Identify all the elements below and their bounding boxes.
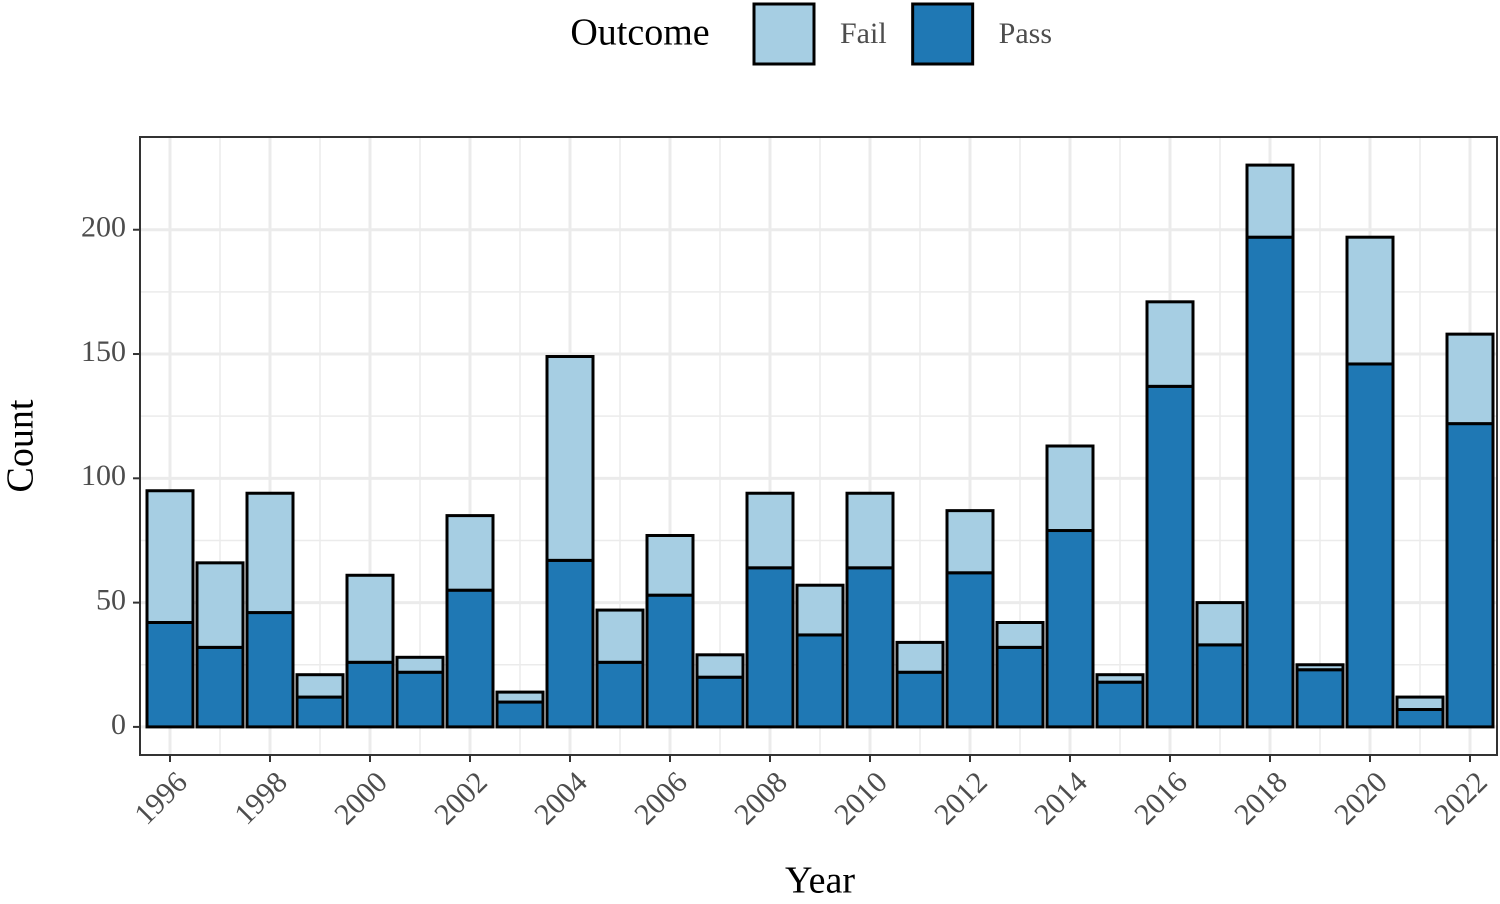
- legend-key: [752, 2, 816, 66]
- bar-segment: [695, 653, 745, 679]
- bar-segment: [145, 489, 195, 625]
- bar-segment: [1295, 663, 1345, 672]
- bar-segment: [1345, 235, 1395, 366]
- x-tick-label: 2018: [1228, 765, 1294, 831]
- bar-segment: [1395, 695, 1445, 712]
- x-tick-label: 2006: [628, 765, 694, 831]
- x-tick-label: 2002: [428, 765, 494, 831]
- y-axis-title: Count: [0, 399, 42, 492]
- bar-segment: [195, 645, 245, 729]
- bar-segment: [595, 660, 645, 729]
- x-tick-label: 2014: [1028, 765, 1094, 831]
- bar-segment: [245, 491, 295, 615]
- x-tick-label: 2012: [928, 765, 994, 831]
- bar-segment: [1045, 529, 1095, 729]
- x-tick-label: 2016: [1128, 765, 1194, 831]
- bar-segment: [1445, 422, 1495, 729]
- x-tick-label: 1998: [228, 765, 294, 831]
- bar-segment: [1295, 668, 1345, 729]
- bar-segment: [195, 561, 245, 649]
- bar-segment: [245, 611, 295, 729]
- bar-segment: [1195, 643, 1245, 729]
- bar-segment: [595, 608, 645, 664]
- bar-segment: [945, 571, 995, 729]
- x-tick-label: 2022: [1428, 765, 1494, 831]
- legend-label: Pass: [999, 17, 1052, 50]
- bar-segment: [845, 491, 895, 570]
- bar-segment: [645, 533, 695, 597]
- bar-segment: [695, 675, 745, 729]
- bar-segment: [545, 558, 595, 729]
- bar-segment: [345, 660, 395, 729]
- x-tick-label: 2000: [328, 765, 394, 831]
- legend-title: Outcome: [570, 12, 709, 54]
- bar-segment: [1395, 708, 1445, 729]
- bar-segment: [1345, 362, 1395, 729]
- bar-segment: [295, 673, 345, 699]
- legend-label: Fail: [840, 17, 887, 50]
- bar-segment: [1145, 384, 1195, 729]
- bar-segment: [995, 645, 1045, 729]
- legend-key: [911, 2, 975, 66]
- bar-segment: [745, 491, 795, 570]
- bar-segment: [395, 655, 445, 674]
- bar-segment: [395, 670, 445, 729]
- bar-segment: [1045, 444, 1095, 533]
- bar-segment: [895, 670, 945, 729]
- y-tick-label: 0: [111, 708, 126, 741]
- bar-segment: [445, 514, 495, 592]
- y-tick-label: 50: [96, 584, 126, 617]
- x-tick-label: 2010: [828, 765, 894, 831]
- bar-segment: [1095, 673, 1145, 684]
- x-tick-label: 2004: [528, 765, 594, 831]
- bar-segment: [895, 640, 945, 674]
- bar-segment: [445, 588, 495, 729]
- x-tick-label: 2020: [1328, 765, 1394, 831]
- bar-segment: [345, 573, 395, 664]
- x-tick-label: 1996: [128, 765, 194, 831]
- bar-segment: [1245, 235, 1295, 729]
- x-axis-title: Year: [785, 860, 855, 902]
- bar-segment: [745, 566, 795, 729]
- bar-segment: [795, 583, 845, 637]
- y-tick-label: 200: [81, 211, 126, 244]
- bar-segment: [495, 690, 545, 704]
- x-tick-label: 2008: [728, 765, 794, 831]
- bar-segment: [795, 633, 845, 729]
- bar-segment: [545, 355, 595, 562]
- bar-segment: [1095, 680, 1145, 729]
- bar-segment: [1245, 163, 1295, 239]
- bar-segment: [995, 621, 1045, 649]
- panel-border: [139, 136, 1498, 756]
- bar-segment: [1145, 300, 1195, 388]
- bar-segment: [1195, 601, 1245, 647]
- bar-segment: [1445, 332, 1495, 426]
- bar-segment: [845, 566, 895, 729]
- y-tick-label: 150: [81, 335, 126, 368]
- bar-segment: [145, 621, 195, 729]
- bar-segment: [945, 509, 995, 575]
- y-tick-label: 100: [81, 459, 126, 492]
- bar-segment: [295, 695, 345, 729]
- bar-segment: [645, 593, 695, 729]
- bar-segment: [495, 700, 545, 729]
